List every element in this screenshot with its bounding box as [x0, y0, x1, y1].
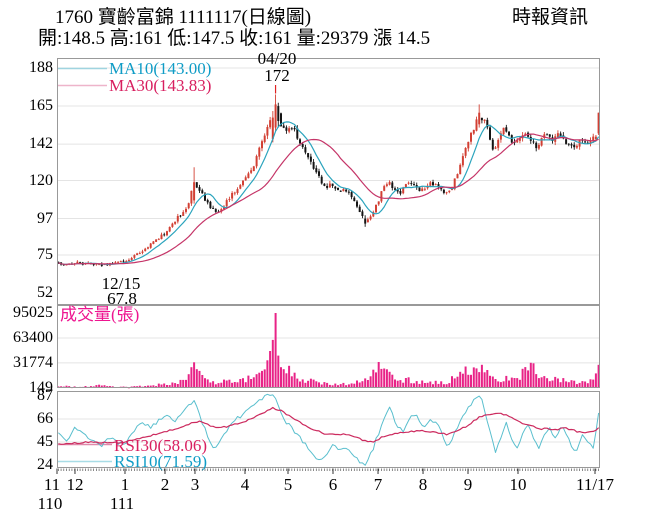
month-axis-label: 2 — [160, 475, 170, 494]
volume-panel-title: 成交量(張) — [60, 305, 140, 324]
year-axis-label: 110 — [37, 494, 63, 513]
volume-tick-label: 149 — [29, 378, 53, 396]
month-axis-label: 8 — [418, 475, 428, 494]
month-axis-label: 3 — [190, 475, 200, 494]
ma10-legend: MA10(143.00) — [109, 59, 212, 78]
low-date-annotation: 12/15 — [101, 274, 141, 293]
price-tick-label: 75 — [37, 245, 53, 263]
low-price-annotation: 67.8 — [107, 289, 137, 308]
rsi-tick-label: 24 — [37, 456, 53, 473]
year-axis-label: 111 — [109, 494, 135, 513]
peak-price-annotation: 172 — [264, 66, 290, 85]
price-tick-label: 97 — [37, 209, 53, 227]
month-axis-label: 9 — [463, 475, 473, 494]
month-axis-label: 5 — [283, 475, 293, 494]
month-axis-label: 11 — [43, 475, 61, 494]
price-tick-label: 142 — [29, 135, 53, 153]
rsi-tick-label: 66 — [37, 410, 53, 427]
price-tick-label: 165 — [29, 97, 53, 115]
month-axis-label: 12 — [66, 475, 84, 494]
rsi10-legend: RSI10(71.59) — [114, 452, 208, 471]
stock-title: 1760 寶齡富錦 1111117(日線圖) — [55, 7, 312, 28]
volume-tick-label: 31774 — [13, 353, 53, 371]
price-tick-label: 120 — [29, 171, 53, 189]
data-source: 時報資訊 — [512, 7, 589, 28]
month-axis-label: 6 — [328, 475, 338, 494]
month-axis-label: 4 — [240, 475, 250, 494]
volume-tick-label: 95025 — [13, 304, 53, 321]
month-axis-label: 1 — [120, 475, 130, 494]
rsi-tick-label: 87 — [37, 387, 53, 404]
peak-date-annotation: 04/20 — [257, 49, 297, 68]
rsi30-legend: RSI30(58.06) — [114, 436, 208, 455]
ma30-legend: MA30(143.83) — [109, 76, 212, 95]
month-axis-label: 10 — [509, 475, 527, 494]
volume-tick-label: 63400 — [13, 328, 53, 346]
price-tick-label: 52 — [37, 284, 53, 301]
month-axis-label: 7 — [373, 475, 383, 494]
price-tick-label: 188 — [29, 59, 53, 76]
ohlc-stats: 開:148.5 高:161 低:147.5 收:161 量:29379 漲 14… — [38, 28, 431, 49]
month-axis-label: 11/17 — [575, 475, 615, 494]
rsi-tick-label: 45 — [37, 433, 53, 450]
